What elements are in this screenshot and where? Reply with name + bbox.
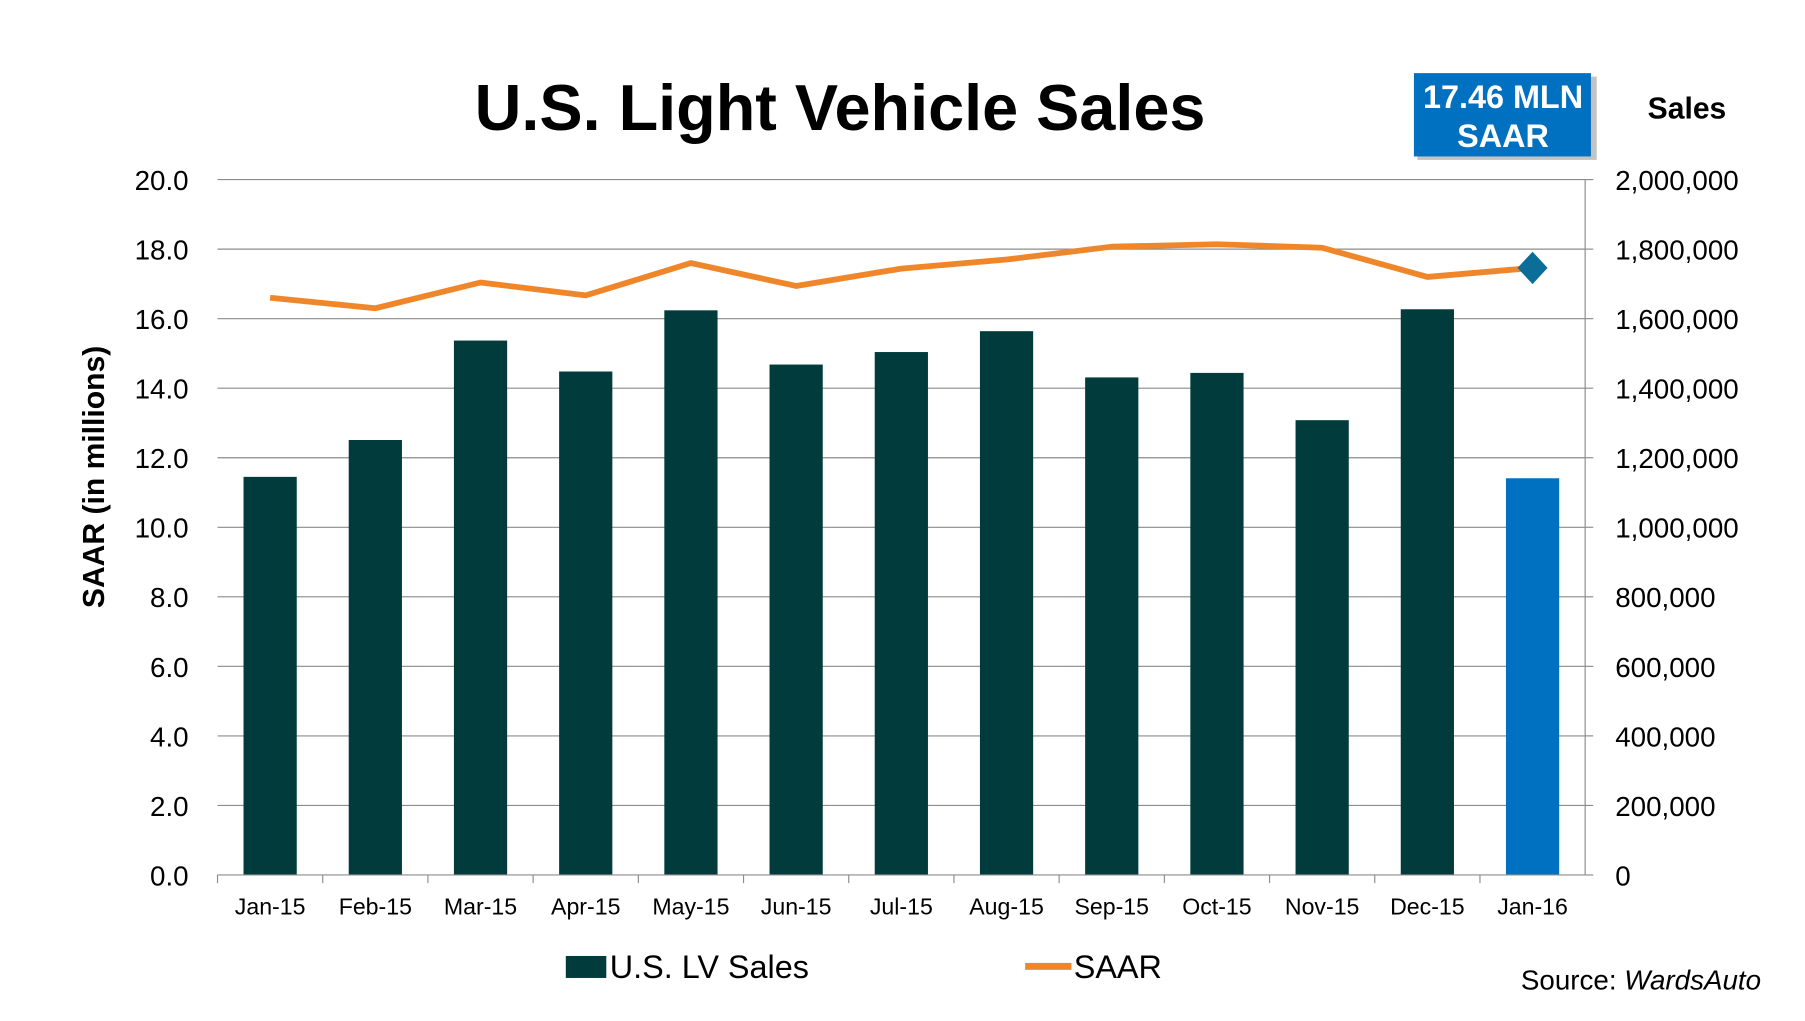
right-axis-tick: 1,800,000 bbox=[1615, 235, 1738, 266]
saar-line bbox=[269, 241, 1533, 312]
bar-jun-15 bbox=[769, 364, 823, 875]
source-label: Source: bbox=[1521, 965, 1624, 996]
left-axis-tick: 10.0 bbox=[135, 513, 189, 544]
legend: U.S. LV Sales SAAR bbox=[565, 949, 1162, 985]
left-axis-tick: 6.0 bbox=[150, 652, 189, 683]
x-axis-tick: Apr-15 bbox=[551, 893, 620, 919]
right-axis-tick: 800,000 bbox=[1615, 582, 1715, 613]
right-axis-tick: 1,600,000 bbox=[1615, 304, 1738, 335]
bar-sep-15 bbox=[1085, 377, 1139, 875]
left-axis-tick: 18.0 bbox=[135, 235, 189, 266]
bar-apr-15 bbox=[559, 371, 613, 875]
right-axis-tick: 1,400,000 bbox=[1615, 374, 1738, 405]
right-axis-tick: 400,000 bbox=[1615, 721, 1715, 752]
left-axis-tick: 2.0 bbox=[150, 791, 189, 822]
x-axis-tick: Aug-15 bbox=[969, 893, 1044, 919]
bar-dec-15 bbox=[1400, 309, 1454, 875]
right-axis-tick: 2,000,000 bbox=[1615, 165, 1738, 196]
x-axis-tick: Jul-15 bbox=[870, 893, 933, 919]
legend-label-sales: U.S. LV Sales bbox=[610, 949, 809, 985]
x-axis-tick: May-15 bbox=[652, 893, 729, 919]
right-axis-tick: 1,200,000 bbox=[1615, 443, 1738, 474]
x-axis-tick: Nov-15 bbox=[1285, 893, 1360, 919]
bar-nov-15 bbox=[1295, 420, 1349, 875]
legend-label-saar: SAAR bbox=[1074, 949, 1162, 985]
chart-title: U.S. Light Vehicle Sales bbox=[475, 71, 1206, 144]
bar-jan-15 bbox=[243, 476, 297, 875]
saar-marker-diamond bbox=[1517, 251, 1548, 285]
bar-jan-16 bbox=[1505, 478, 1560, 875]
bar-mar-15 bbox=[453, 340, 508, 875]
left-axis-tick: 16.0 bbox=[135, 304, 189, 335]
x-axis-tick: Oct-15 bbox=[1182, 893, 1251, 919]
left-axis-tick: 0.0 bbox=[150, 860, 189, 891]
callout-line2: SAAR bbox=[1457, 118, 1549, 154]
x-axis-tick: Dec-15 bbox=[1390, 893, 1465, 919]
left-axis-tick: 20.0 bbox=[135, 165, 189, 196]
right-axis-title: Sales bbox=[1648, 92, 1727, 125]
x-axis-tick: Jan-15 bbox=[235, 893, 306, 919]
left-axis-title: SAAR (in millions) bbox=[78, 346, 111, 608]
x-axis-tick: Mar-15 bbox=[444, 893, 517, 919]
source-name: WardsAuto bbox=[1624, 965, 1761, 996]
source: Source: WardsAuto bbox=[1521, 965, 1761, 996]
bar-oct-15 bbox=[1190, 372, 1244, 875]
bar-feb-15 bbox=[348, 440, 402, 875]
legend-swatch-sales bbox=[565, 955, 607, 978]
right-axis-tick: 1,000,000 bbox=[1615, 513, 1738, 544]
bar-jul-15 bbox=[874, 352, 928, 875]
right-axis-tick: 0 bbox=[1615, 860, 1630, 891]
x-axis-tick: Sep-15 bbox=[1074, 893, 1149, 919]
right-axis-tick: 200,000 bbox=[1615, 791, 1715, 822]
left-axis-tick: 8.0 bbox=[150, 582, 189, 613]
left-axis-tick: 4.0 bbox=[150, 721, 189, 752]
bar-aug-15 bbox=[979, 331, 1034, 875]
left-axis-tick: 12.0 bbox=[135, 443, 189, 474]
callout-line1: 17.46 MLN bbox=[1423, 79, 1583, 115]
x-axis-tick: Jun-15 bbox=[761, 893, 832, 919]
left-axis-tick: 14.0 bbox=[135, 374, 189, 405]
right-axis-tick: 600,000 bbox=[1615, 652, 1715, 683]
x-axis-tick: Feb-15 bbox=[339, 893, 412, 919]
saar-callout: 17.46 MLN SAAR bbox=[1413, 73, 1597, 160]
x-axis-tick: Jan-16 bbox=[1497, 893, 1568, 919]
legend-swatch-saar bbox=[1025, 962, 1072, 970]
bar-may-15 bbox=[664, 310, 718, 875]
